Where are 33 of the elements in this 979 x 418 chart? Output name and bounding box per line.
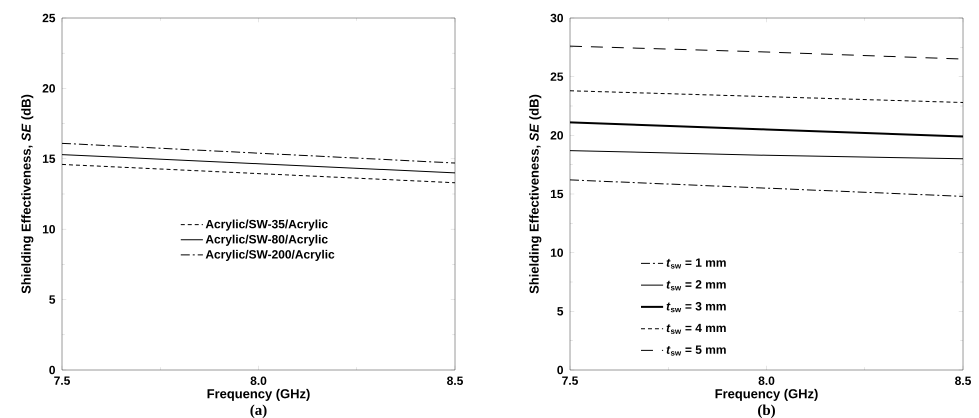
y-tick-label: 5 [557,307,564,316]
text: (a) [250,404,267,418]
x-axis-title: Frequency (GHz) [208,388,310,401]
legend-label: Acrylic/SW-200/Acrylic [206,250,334,261]
x-tick-label: 8.0 [250,376,266,385]
y-tick-label: 15 [42,154,56,163]
legend-label: t$_{sw}$ = 5 mm [666,346,726,356]
y-tick-label: 10 [42,224,55,234]
y-axis-title: Shielding Effectiveness, SE (dB) [529,94,542,294]
x-tick-label: 7.5 [562,376,578,385]
x-tick-label: 8.5 [955,376,971,385]
y-tick-label: 5 [49,295,56,304]
y-tick-label: 15 [550,190,564,198]
y-tick-label: 25 [42,14,56,22]
legend-label: t$_{sw}$ = 4 mm [666,324,726,334]
y-tick-label: 0 [557,366,563,374]
y-tick-label: 25 [550,72,564,81]
legend-label: t$_{sw}$ = 2 mm [666,280,726,290]
y-tick-label: 20 [550,131,563,140]
x-tick-label: 7.5 [54,376,70,385]
y-tick-label: 0 [49,366,55,374]
x-axis-title: Frequency (GHz) [716,388,818,401]
y-axis-title: Shielding Effectiveness, SE (dB) [21,94,34,294]
legend-label: Acrylic/SW-35/Acrylic [206,220,328,231]
y-tick-label: 10 [550,248,563,257]
text: (b) [758,404,775,418]
legend-label: t$_{sw}$ = 1 mm [666,258,726,269]
y-tick-label: 30 [550,14,563,22]
x-tick-label: 8.5 [447,376,463,385]
x-tick-label: 8.0 [758,376,774,385]
legend-label: Acrylic/SW-80/Acrylic [206,234,328,246]
y-tick-label: 20 [42,84,55,93]
legend-label: t$_{sw}$ = 3 mm [666,302,726,312]
